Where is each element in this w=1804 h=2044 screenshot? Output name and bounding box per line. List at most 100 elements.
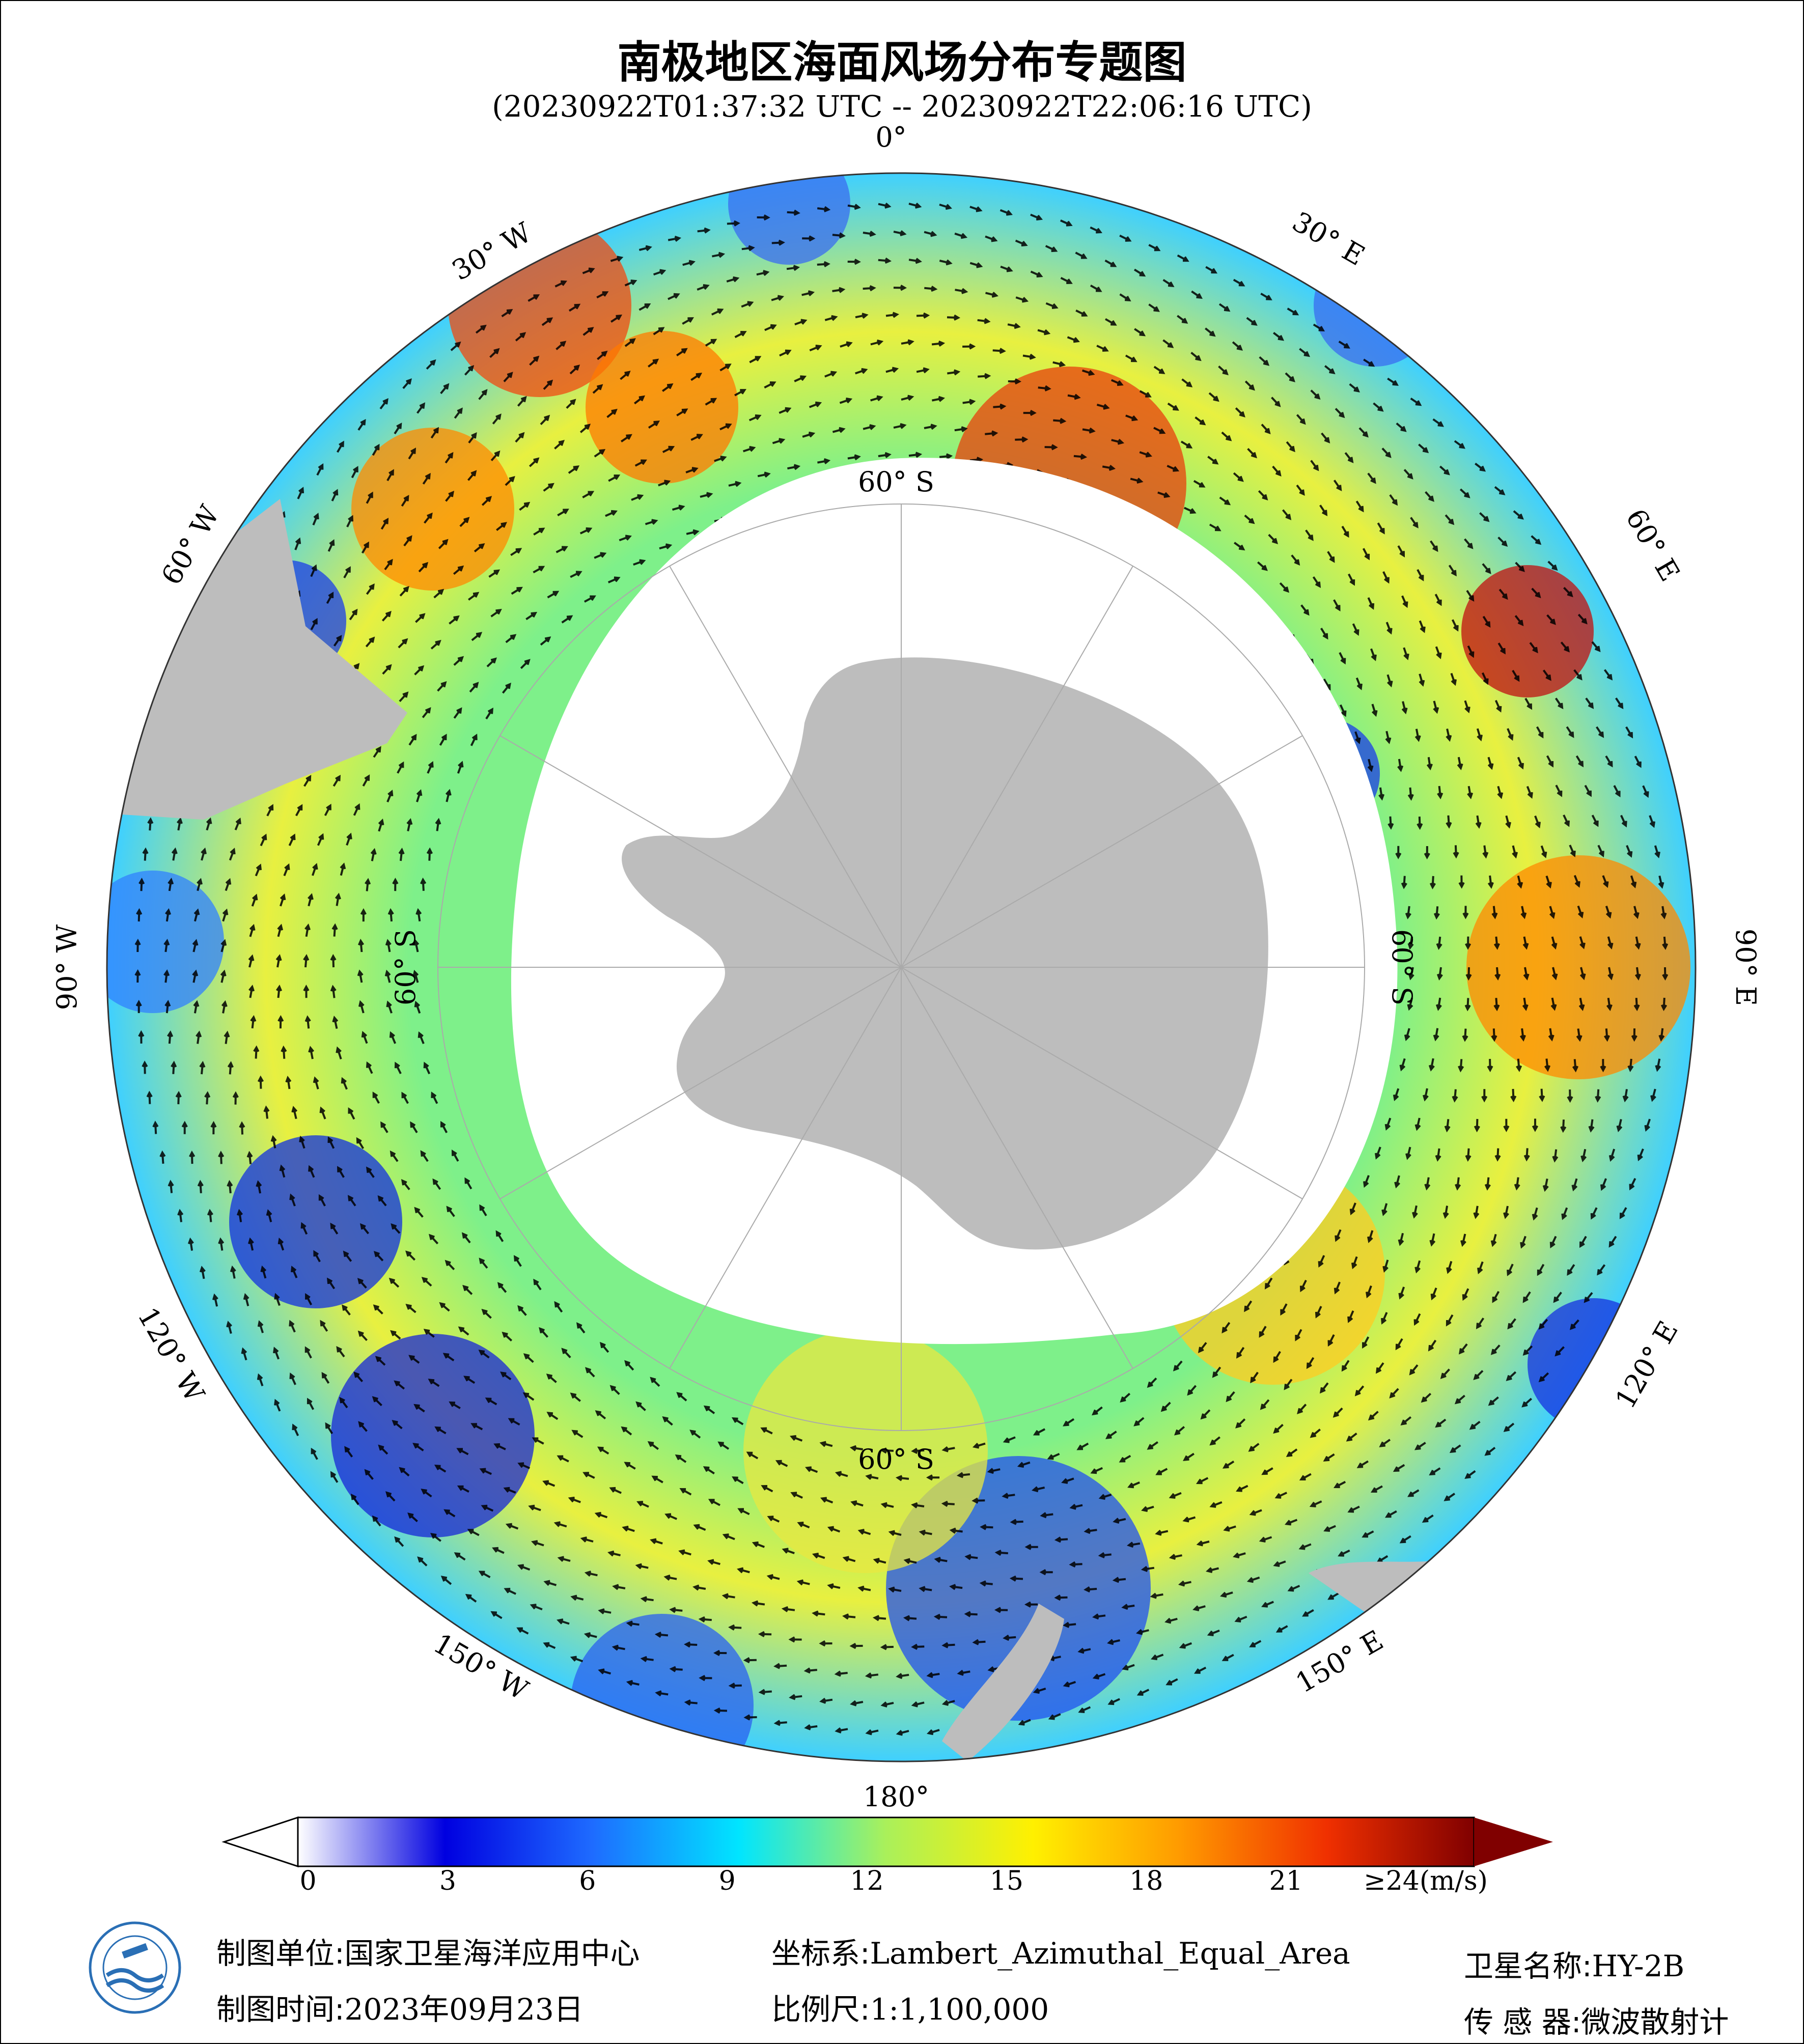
wind-vector <box>746 1451 759 1460</box>
wind-vector <box>481 1308 492 1319</box>
wind-vector <box>789 1694 802 1700</box>
wind-vector <box>1008 378 1022 385</box>
wind-vector <box>159 1150 166 1164</box>
footer-producer: 制图单位:国家卫星海洋应用中心 <box>216 1929 640 1972</box>
wind-vector <box>273 1347 280 1360</box>
wind-vector <box>1506 1371 1517 1381</box>
wind-vector <box>794 375 807 382</box>
wind-vector <box>835 1727 848 1733</box>
wind-vector <box>1660 906 1667 919</box>
wind-vector <box>690 373 703 381</box>
wind-vector <box>384 558 393 570</box>
wind-vector <box>662 1416 673 1426</box>
wind-vector <box>636 1501 649 1508</box>
wind-vector <box>1529 642 1538 654</box>
wind-vector <box>773 1720 787 1726</box>
wind-vector <box>1540 845 1547 858</box>
colorbar-tick-label: 15 <box>989 1866 1023 1896</box>
footer-satellite: 卫星名称:HY-2B <box>1464 1942 1684 1985</box>
wind-vector <box>327 539 335 552</box>
wind-vector <box>1155 1529 1169 1536</box>
wind-vector <box>775 1460 788 1467</box>
wind-vector <box>620 371 631 380</box>
wind-vector <box>1414 1117 1421 1131</box>
wind-vector <box>947 314 961 321</box>
wind-vector <box>1465 1148 1472 1162</box>
wind-vector <box>1054 1594 1068 1601</box>
wind-vector <box>1546 614 1556 625</box>
wind-vector <box>1355 677 1363 690</box>
wind-vector <box>385 1491 396 1502</box>
wind-vector <box>842 1556 856 1562</box>
wind-vector <box>277 1015 284 1029</box>
wind-vector <box>227 1061 234 1075</box>
wind-vector <box>609 1385 620 1395</box>
wind-vector <box>422 472 431 485</box>
wind-vector <box>1234 1615 1247 1622</box>
wind-vector <box>1363 358 1375 367</box>
wind-vector <box>1007 323 1021 329</box>
wind-vector <box>1446 1314 1454 1327</box>
wind-vector <box>985 235 998 242</box>
wind-vector <box>1637 1148 1644 1161</box>
wind-vector <box>1538 1319 1548 1330</box>
wind-vector <box>819 1640 832 1647</box>
wind-vector <box>1567 1089 1573 1103</box>
wind-vector <box>1403 469 1413 480</box>
wind-vector <box>221 1000 228 1014</box>
wind-vector <box>1544 1058 1551 1072</box>
wind-vector <box>1223 1525 1236 1532</box>
wind-vector <box>392 1420 403 1430</box>
wind-vector <box>1398 1233 1404 1246</box>
wind-vector <box>1428 1058 1435 1072</box>
wind-vector <box>1536 726 1544 739</box>
wind-vector <box>585 1367 595 1378</box>
wind-vector <box>579 527 593 535</box>
wind-vector <box>941 1700 955 1706</box>
wind-vector <box>850 1500 864 1507</box>
wind-vector <box>1335 408 1345 418</box>
wind-vector <box>1662 936 1669 950</box>
wind-vector <box>1411 1205 1418 1219</box>
wind-vector <box>193 1000 200 1014</box>
wind-vector <box>1490 1344 1501 1355</box>
wind-vector <box>1607 967 1614 981</box>
wind-vector <box>647 1441 659 1450</box>
wind-vector <box>779 407 792 414</box>
wind-vector <box>196 1030 202 1044</box>
wind-vector <box>1523 1148 1530 1162</box>
wind-vector <box>1039 1569 1053 1576</box>
wind-vector <box>1318 1255 1325 1268</box>
wind-vector <box>1349 1202 1356 1216</box>
wind-vector <box>757 471 771 478</box>
wind-vector <box>669 1666 683 1672</box>
wind-vector <box>653 327 665 335</box>
wind-vector <box>1300 604 1310 616</box>
wind-vector <box>1246 317 1258 326</box>
wind-vector <box>1534 815 1541 829</box>
wind-vector <box>1111 379 1124 386</box>
wind-vector <box>187 1237 194 1251</box>
wind-vector <box>1596 726 1604 738</box>
wind-vector <box>1580 1149 1587 1162</box>
wind-vector <box>517 1305 527 1316</box>
wind-vector <box>1418 443 1429 454</box>
wind-vector <box>439 1302 450 1312</box>
wind-vector <box>413 1404 425 1413</box>
wind-vector <box>842 1613 856 1620</box>
wind-vector <box>1603 1028 1611 1042</box>
wind-vector <box>969 262 983 268</box>
wind-vector <box>1644 1118 1651 1132</box>
wind-vector <box>453 707 462 719</box>
wind-vector <box>598 1608 612 1615</box>
wind-vector <box>394 1536 404 1547</box>
wind-vector <box>239 1121 245 1135</box>
wind-vector <box>303 775 312 787</box>
wind-vector <box>528 294 540 302</box>
wind-vector <box>764 324 777 331</box>
wind-vector <box>291 1106 298 1119</box>
wind-vector <box>1407 787 1414 801</box>
wind-vector <box>787 209 800 216</box>
wind-vector <box>1236 1347 1245 1359</box>
wind-vector <box>320 1320 328 1332</box>
